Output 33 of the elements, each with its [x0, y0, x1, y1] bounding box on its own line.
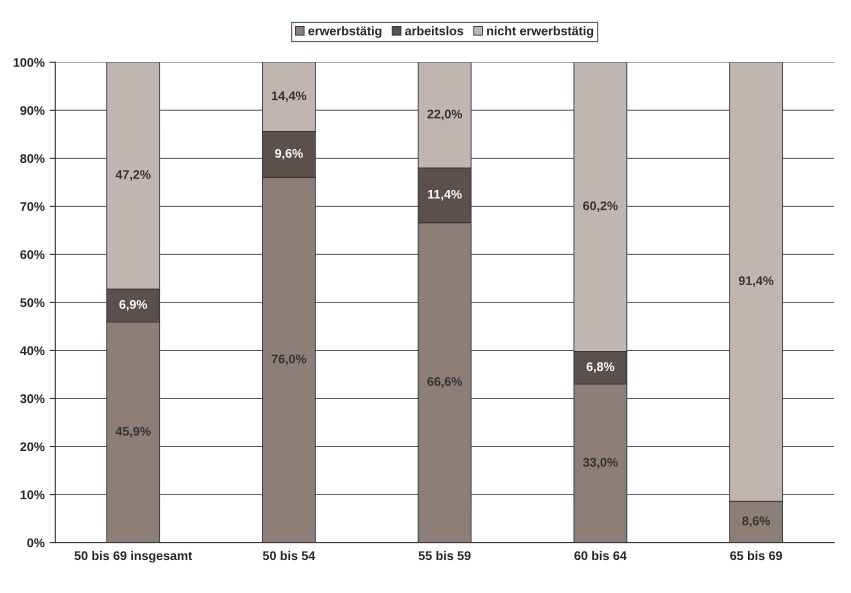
- y-tick-label: 10%: [20, 490, 45, 500]
- data-label: 60,2%: [583, 201, 618, 212]
- y-tick-label: 70%: [20, 202, 45, 212]
- data-label: 22,0%: [427, 110, 462, 120]
- data-label: 14,4%: [272, 91, 306, 102]
- data-label: 8,6%: [742, 516, 770, 528]
- x-tick-label: 50 bis 54: [262, 550, 316, 560]
- legend-label: arbeitslos: [405, 26, 464, 36]
- y-tick-label: 60%: [20, 250, 45, 260]
- data-label: 66,6%: [427, 377, 462, 388]
- y-tick-label: 80%: [20, 154, 45, 163]
- x-tick-label: 65 bis 69: [730, 550, 782, 560]
- data-label: 9,6%: [275, 148, 303, 160]
- x-tick-label: 60 bis 64: [574, 550, 627, 560]
- y-tick-label: 40%: [20, 346, 45, 356]
- data-label: 33,0%: [582, 458, 618, 469]
- y-tick-label: 50%: [20, 298, 45, 308]
- legend-label: nicht erwerbstätig: [487, 26, 594, 38]
- y-tick-label: 100%: [14, 58, 45, 67]
- data-label: 76,0%: [272, 354, 306, 366]
- data-label: 45,9%: [116, 426, 151, 438]
- data-label: 6,8%: [586, 362, 614, 373]
- y-tick-label: 20%: [20, 442, 45, 452]
- data-label: 91,4%: [738, 276, 774, 287]
- data-label: 11,4%: [428, 190, 462, 200]
- y-tick-label: 0%: [27, 538, 45, 548]
- y-tick-label: 90%: [20, 106, 45, 115]
- data-label: 47,2%: [116, 170, 151, 181]
- x-tick-label: 50 bis 69 insgesamt: [74, 550, 192, 563]
- x-tick-label: 55 bis 59: [418, 550, 471, 560]
- y-tick-label: 30%: [20, 394, 45, 404]
- data-label: 6,9%: [119, 300, 148, 311]
- legend-label: erwerbstätig: [308, 26, 382, 38]
